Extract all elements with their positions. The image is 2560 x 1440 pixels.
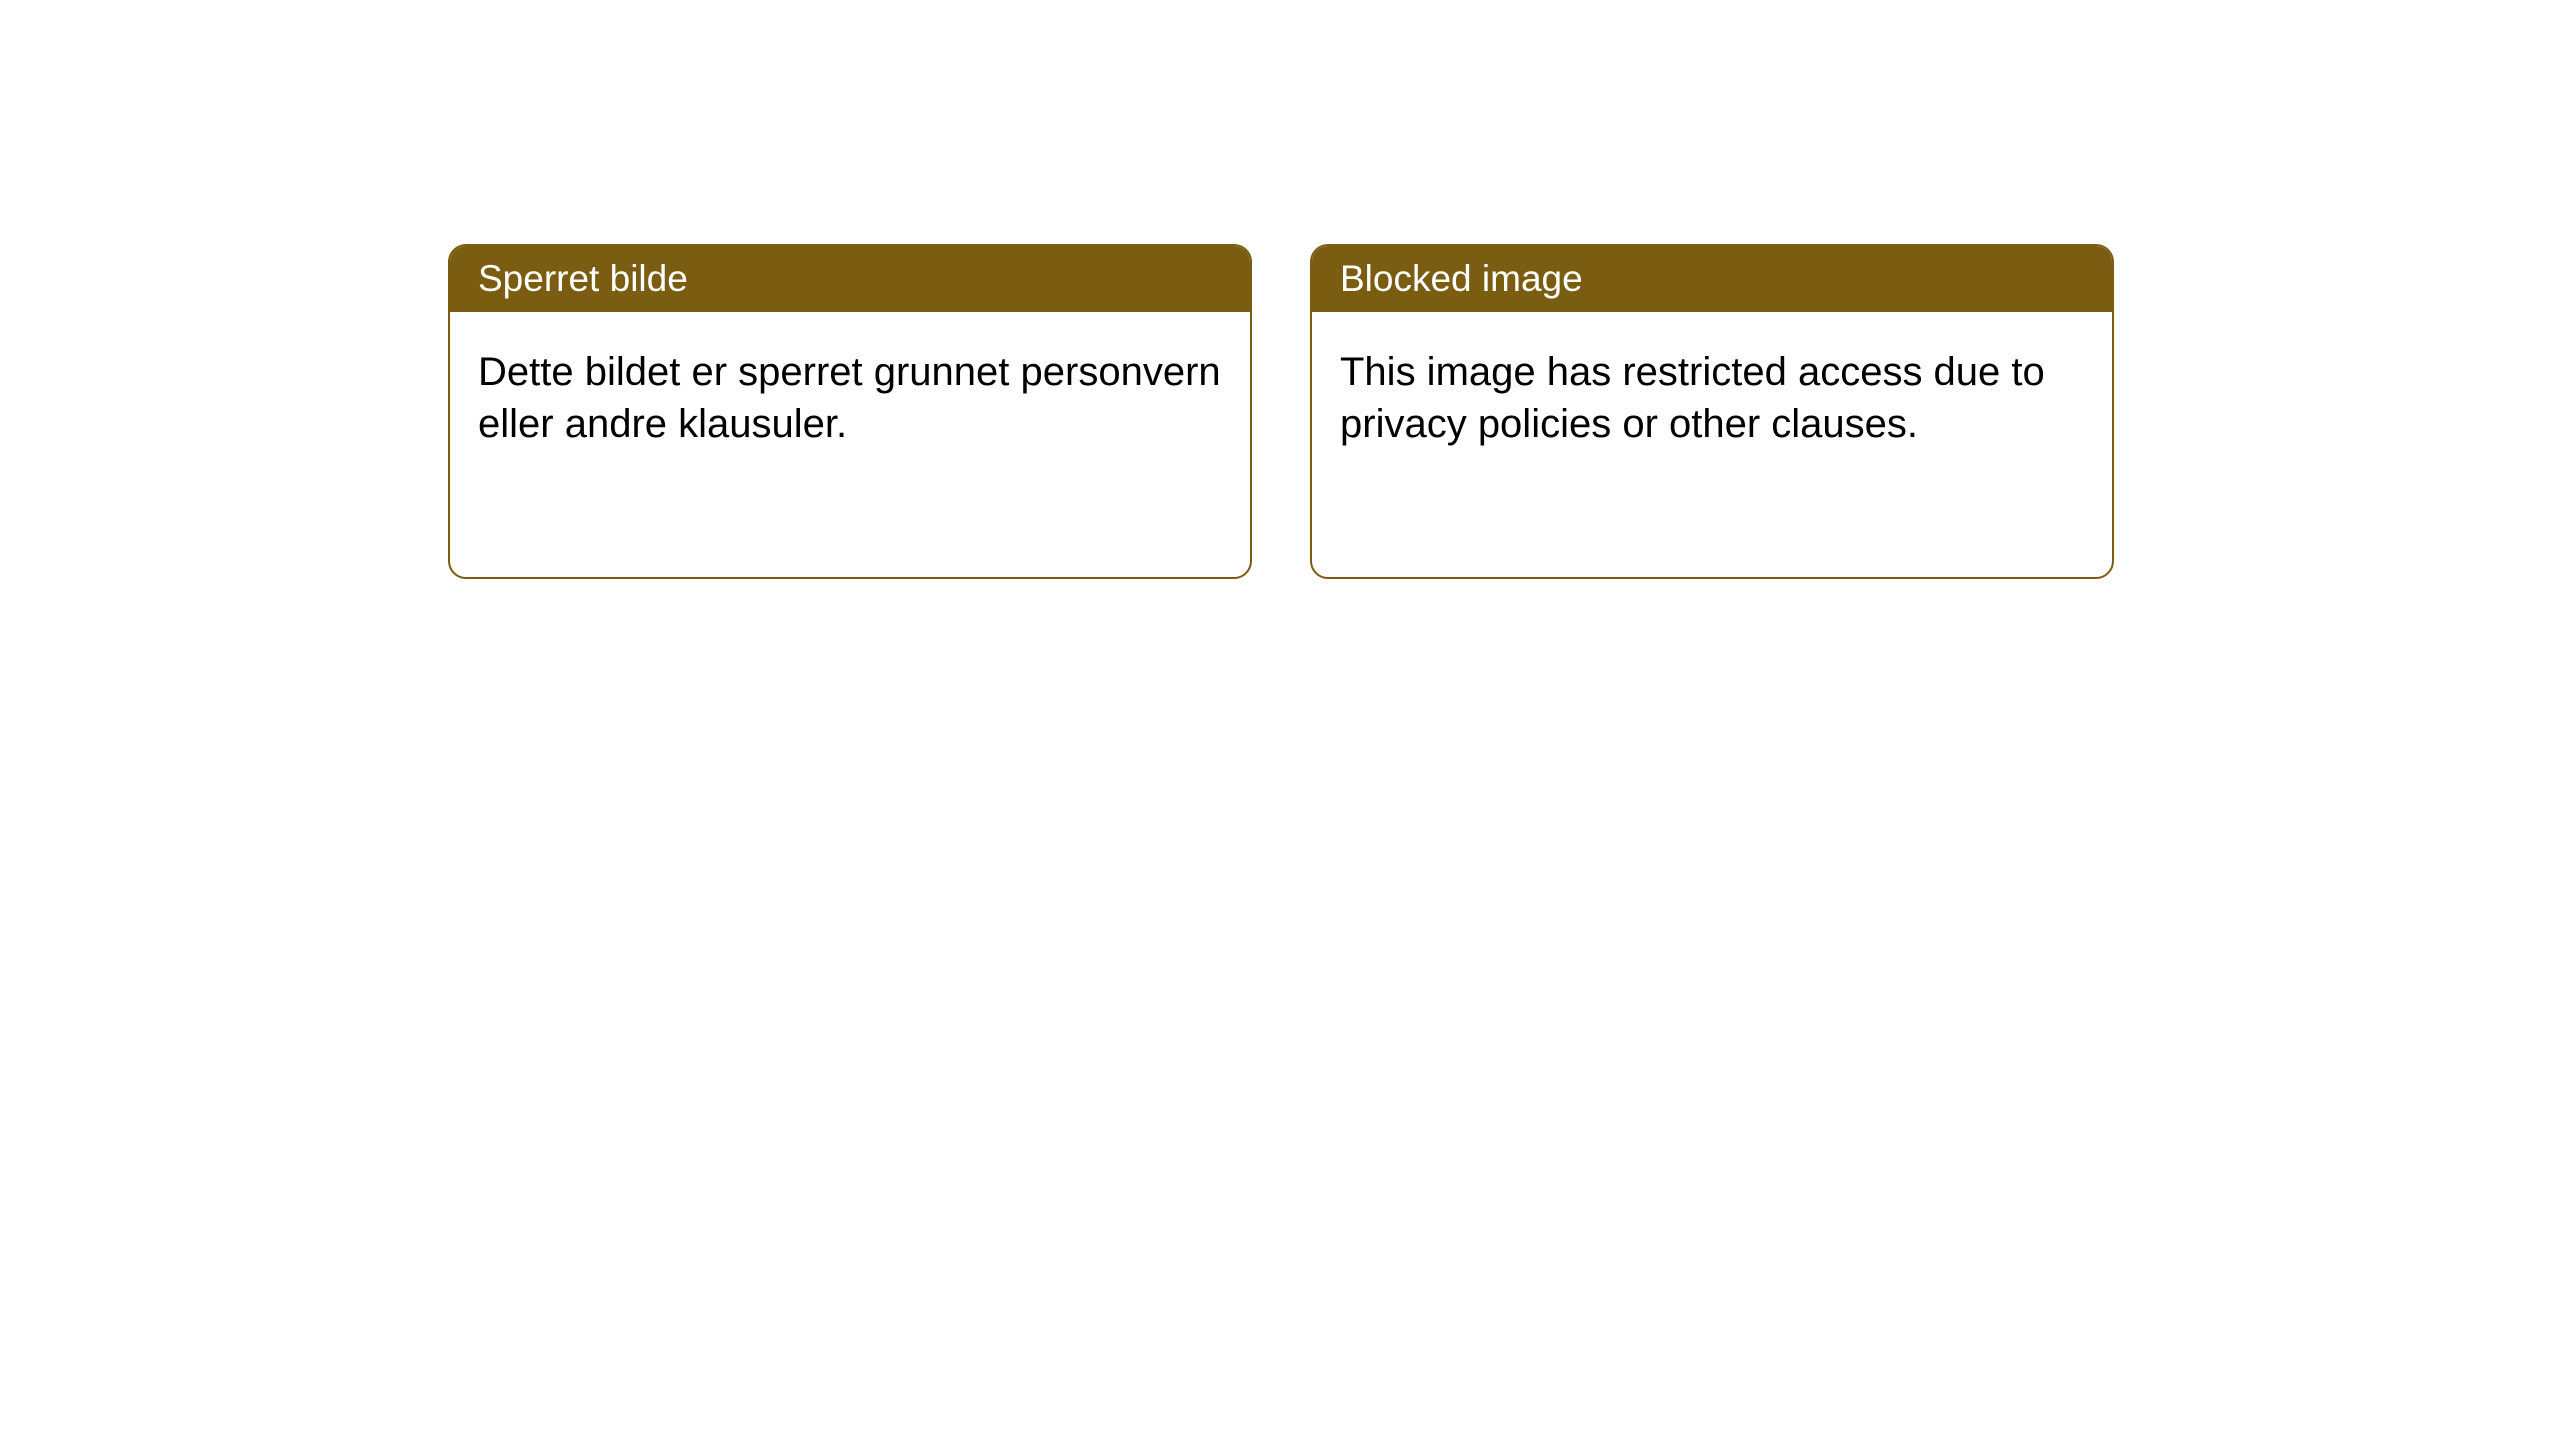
card-body: This image has restricted access due to … (1312, 312, 2112, 484)
card-header: Blocked image (1312, 246, 2112, 312)
card-title: Sperret bilde (478, 258, 688, 299)
card-title: Blocked image (1340, 258, 1583, 299)
card-header: Sperret bilde (450, 246, 1250, 312)
card-body: Dette bildet er sperret grunnet personve… (450, 312, 1250, 484)
card-body-text: Dette bildet er sperret grunnet personve… (478, 350, 1221, 446)
blocked-image-card-no: Sperret bilde Dette bildet er sperret gr… (448, 244, 1252, 579)
blocked-image-card-en: Blocked image This image has restricted … (1310, 244, 2114, 579)
card-body-text: This image has restricted access due to … (1340, 350, 2045, 446)
cards-container: Sperret bilde Dette bildet er sperret gr… (0, 0, 2560, 579)
